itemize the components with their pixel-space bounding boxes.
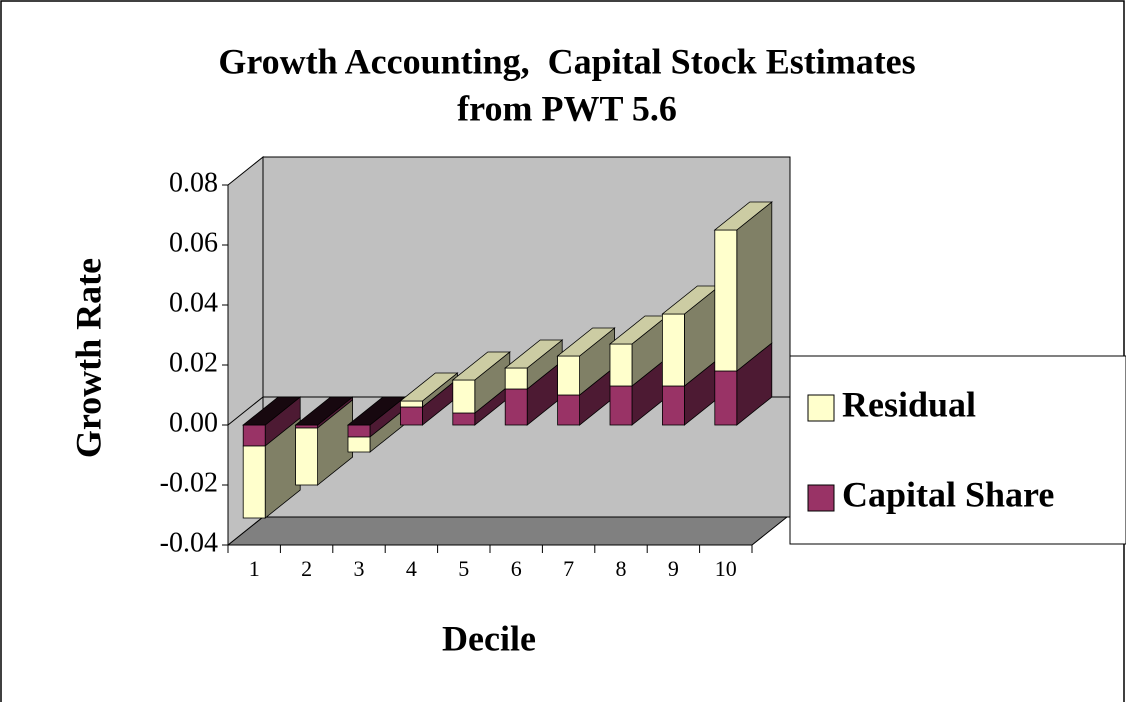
bar-front: [714, 229, 738, 372]
bar-front: [609, 343, 633, 387]
bar-side: [736, 201, 773, 372]
bar-front: [714, 370, 738, 426]
bar-front: [242, 424, 266, 447]
bar-segment: [242, 396, 302, 447]
floor: [226, 516, 789, 546]
legend: [789, 355, 1126, 545]
y-axis-label: Growth Rate: [68, 258, 108, 458]
bar-front: [452, 379, 476, 414]
x-tick-label: 1: [249, 556, 260, 581]
y-tick-label: 0.00: [169, 407, 218, 438]
bar-front: [504, 388, 528, 426]
bar-front: [557, 355, 580, 396]
bar-top: [451, 351, 511, 381]
bar-front: [452, 412, 476, 426]
bar-front: [504, 367, 528, 390]
bar-segment: [346, 396, 407, 438]
x-tick-label: 10: [715, 556, 737, 581]
x-tick-label: 3: [354, 556, 365, 581]
bar-segment: [399, 372, 459, 408]
bar-segment: [294, 396, 354, 429]
bar-top: [242, 396, 302, 426]
bar-segment: [556, 327, 616, 396]
x-tick-label: 6: [511, 556, 522, 581]
y-tick-label: -0.04: [160, 527, 218, 558]
bar-segment: [451, 351, 511, 414]
y-tick-label: 0.08: [169, 167, 218, 198]
bar-top: [504, 339, 564, 369]
legend-label: Residual: [842, 384, 976, 424]
x-tick-label: 5: [458, 556, 469, 581]
bar-front: [399, 400, 423, 408]
bar-front: [295, 424, 319, 429]
legend-swatch: [807, 394, 835, 422]
bar-segment: [504, 339, 564, 390]
x-tick-label: 2: [301, 556, 312, 581]
y-tick-label: 0.02: [169, 347, 218, 378]
x-tick-label: 4: [406, 556, 417, 581]
y-tick-label: -0.02: [160, 467, 218, 498]
bar-front: [295, 427, 319, 486]
bar-front: [242, 445, 266, 519]
x-tick-label: 7: [563, 556, 574, 581]
bar-segment: [399, 378, 458, 426]
bar-front: [399, 406, 423, 426]
x-tick-label: 9: [668, 556, 679, 581]
bar-segment: [347, 408, 406, 453]
bar-segment: [242, 417, 301, 519]
bar-front: [347, 436, 371, 453]
bar-front: [662, 385, 685, 426]
bar-front: [609, 385, 633, 426]
y-tick-label: 0.04: [169, 287, 218, 318]
bar-segment: [608, 315, 669, 387]
bar-segment: [661, 285, 721, 387]
bar-top: [399, 372, 459, 402]
y-tick-label: 0.06: [169, 227, 218, 258]
bar-segment: [662, 357, 720, 426]
chart-title: Growth Accounting, Capital Stock Estimat…: [218, 41, 915, 81]
x-axis-label: Decile: [442, 618, 536, 658]
plot-area: [227, 201, 790, 519]
zero-line-side: [227, 396, 264, 426]
bar-top: [294, 396, 354, 426]
legend-swatch: [807, 484, 835, 512]
bar-top: [556, 327, 616, 357]
bar-segment: [295, 399, 354, 486]
bar-front: [347, 424, 371, 438]
legend-label: Capital Share: [842, 474, 1054, 514]
bar-front: [662, 313, 685, 387]
chart-subtitle: from PWT 5.6: [457, 88, 677, 128]
bar-front: [557, 394, 580, 426]
bar-top: [713, 201, 773, 231]
x-tick-label: 8: [616, 556, 627, 581]
bar-segment: [713, 201, 773, 372]
